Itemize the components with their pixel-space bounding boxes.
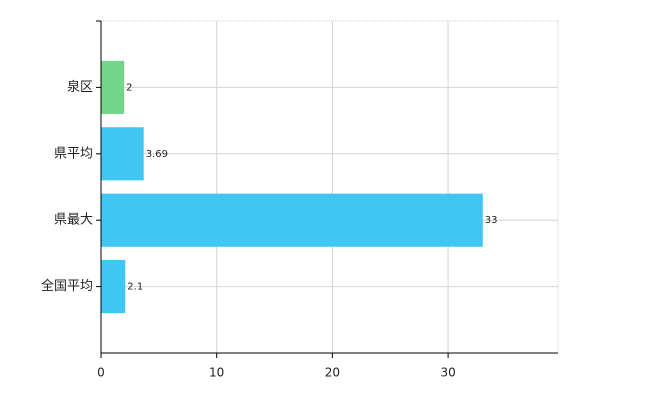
x-tick-label: 20 — [325, 366, 340, 380]
value-label: 2.1 — [127, 282, 143, 293]
value-label: 2 — [126, 82, 132, 93]
bar — [101, 127, 144, 181]
bar — [101, 260, 126, 314]
y-tick-label: 全国平均 — [41, 278, 93, 294]
y-tick-label: 県最大 — [54, 213, 93, 228]
bar — [101, 193, 483, 247]
bar — [101, 60, 125, 114]
value-label: 33 — [485, 215, 498, 226]
x-tick-label: 10 — [209, 366, 224, 380]
x-tick-label: 0 — [97, 366, 105, 380]
y-tick-label: 泉区 — [67, 79, 93, 95]
value-label: 3.69 — [146, 149, 168, 160]
y-tick-label: 県平均 — [54, 146, 93, 161]
x-tick-label: 30 — [440, 366, 455, 380]
